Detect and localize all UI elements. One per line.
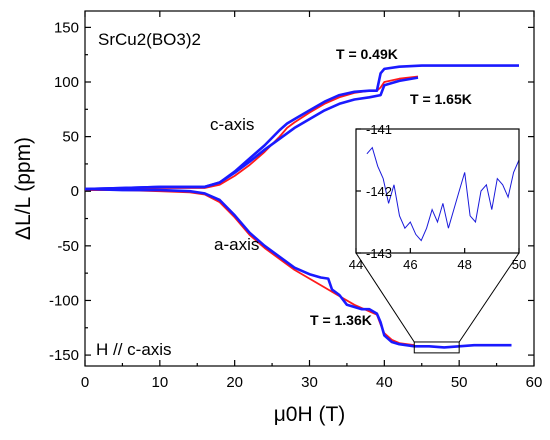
series-layer [84, 64, 519, 349]
axis-layer: 0 10 20 30 40 50 60 -150 -100 -50 0 50 100 150 [49, 11, 542, 391]
y-tick-label: 50 [62, 129, 79, 146]
y-tick-label: -50 [57, 238, 79, 255]
x-tick-label: 40 [376, 374, 393, 391]
data-series-blue-c-axis [84, 76, 419, 191]
x-axis-title: μ0H (T) [274, 403, 346, 426]
temp-label-165k: T = 1.65K [410, 91, 472, 107]
x-tick-label: 50 [451, 374, 468, 391]
zoom-region-box [413, 341, 460, 354]
inset-x-tick-label: 46 [403, 257, 417, 272]
x-tick-label: 0 [81, 374, 89, 391]
x-tick-label: 10 [151, 374, 168, 391]
inset-x-tick-label: 50 [512, 257, 526, 272]
compound-label: SrCu2(BO3)2 [98, 30, 201, 49]
inset-y-tick-label: -141 [366, 122, 392, 137]
y-tick-label: -100 [49, 292, 79, 309]
x-tick-label: 20 [226, 374, 243, 391]
inset-background [356, 129, 519, 253]
inset-y-tick-label: -142 [366, 184, 392, 199]
temp-label-136k: T = 1.36K [310, 312, 372, 328]
y-tick-label: 150 [54, 19, 79, 36]
zoom-connector-left [355, 252, 415, 343]
data-series-blue-a-axis [84, 187, 512, 349]
a-axis-label: a-axis [214, 235, 259, 254]
temp-label-049k: T = 0.49K [336, 46, 398, 62]
inset-x-tick-label: 44 [349, 257, 363, 272]
inset-data-series [366, 146, 520, 242]
inset-plot: 44 46 48 50 -141 -142 -143 [349, 122, 526, 272]
y-axis-title: ΔL/L (ppm) [12, 137, 35, 240]
field-direction-label: H // c-axis [96, 340, 172, 359]
inset-axis-layer: 44 46 48 50 -141 -142 -143 [349, 122, 526, 272]
x-tick-label: 60 [526, 374, 543, 391]
inset-series-layer [366, 146, 520, 242]
c-axis-label: c-axis [210, 115, 254, 134]
inset-y-tick-label: -143 [366, 246, 392, 261]
main-plot: 0 10 20 30 40 50 60 -150 -100 -50 0 50 100 150 [49, 10, 542, 391]
y-tick-label: -150 [49, 347, 79, 364]
zoom-indicator [355, 252, 520, 354]
zoom-connector-right [458, 252, 520, 343]
y-tick-label: 100 [54, 74, 79, 91]
y-tick-label: 0 [71, 183, 79, 200]
inset-x-tick-label: 48 [457, 257, 471, 272]
x-tick-label: 30 [301, 374, 318, 391]
